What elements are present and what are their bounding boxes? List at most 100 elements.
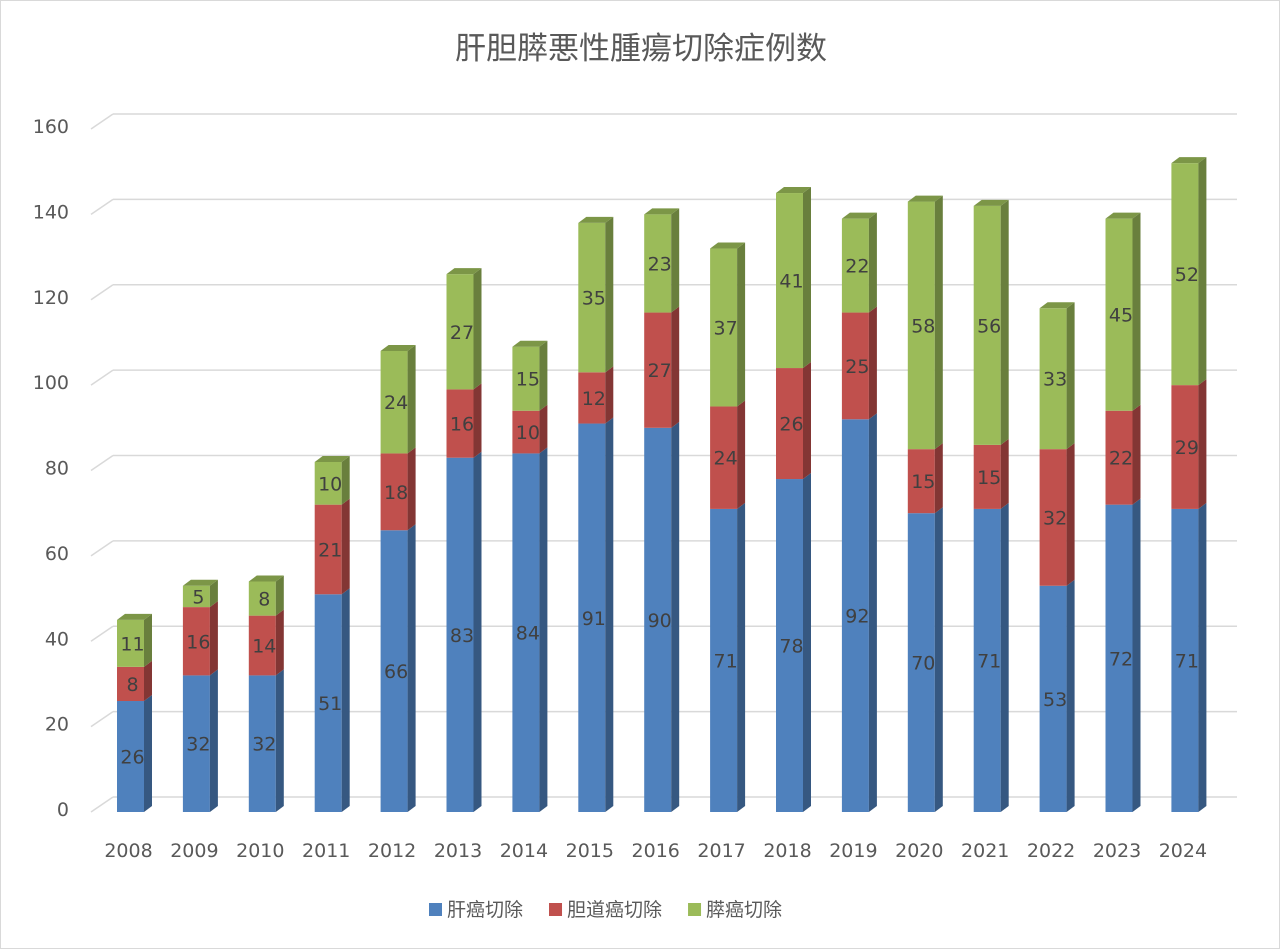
bar-side bbox=[803, 362, 811, 480]
bar-side bbox=[209, 669, 218, 812]
bar-segment bbox=[314, 594, 342, 812]
bar-side bbox=[1066, 302, 1075, 450]
bar-top bbox=[182, 579, 218, 586]
bar-top bbox=[578, 216, 614, 223]
bar-side bbox=[934, 443, 943, 514]
bar-side bbox=[737, 400, 746, 509]
bar-top bbox=[841, 212, 877, 219]
data-label: 22 bbox=[1109, 448, 1133, 470]
bar-side bbox=[275, 609, 284, 676]
bar-side bbox=[868, 306, 877, 420]
bar-segment bbox=[1105, 504, 1133, 812]
data-label: 90 bbox=[648, 610, 672, 632]
bar-top bbox=[248, 575, 284, 582]
x-tick-label: 2019 bbox=[829, 840, 877, 862]
bar-side bbox=[473, 268, 482, 390]
bar-segment bbox=[512, 453, 540, 812]
bar-segment bbox=[380, 350, 408, 454]
bar-side bbox=[1198, 379, 1207, 509]
data-label: 11 bbox=[120, 633, 144, 655]
bar-side bbox=[868, 212, 877, 313]
bar-segment bbox=[578, 423, 606, 812]
bar-segment bbox=[841, 218, 869, 313]
data-label: 16 bbox=[186, 631, 210, 653]
x-axis-ticks: 2008 2009 2010 2011 2012 2013 2014 2015 2016 2017… bbox=[104, 840, 1207, 862]
bar-segment bbox=[1171, 385, 1199, 509]
x-tick-label: 2014 bbox=[500, 840, 548, 862]
bar-side bbox=[539, 340, 548, 411]
x-tick-label: 2016 bbox=[632, 840, 680, 862]
bar-segment bbox=[380, 453, 408, 531]
bar-side bbox=[1132, 498, 1141, 812]
bar-segment bbox=[1039, 308, 1067, 450]
bar-segment bbox=[1171, 163, 1199, 386]
legend-label: 胆道癌切除 bbox=[567, 899, 662, 921]
data-label: 71 bbox=[714, 650, 738, 672]
bar-side bbox=[868, 413, 877, 812]
data-label: 71 bbox=[1175, 650, 1199, 672]
y-tick-label: 20 bbox=[45, 714, 69, 736]
bar-side bbox=[144, 660, 152, 702]
x-tick-label: 2018 bbox=[763, 840, 811, 862]
x-tick-label: 2020 bbox=[895, 840, 943, 862]
bar-segment bbox=[182, 585, 210, 608]
data-label: 5 bbox=[192, 586, 204, 608]
bar-segment bbox=[578, 372, 606, 424]
bar-side bbox=[407, 524, 416, 812]
x-tick-label: 2009 bbox=[170, 840, 218, 862]
bar-side bbox=[1066, 579, 1075, 812]
bar-segment bbox=[380, 530, 408, 812]
bar-segment bbox=[841, 419, 869, 812]
bar-side bbox=[1198, 502, 1207, 812]
grid-diagonal bbox=[90, 198, 114, 215]
bar-top bbox=[907, 195, 943, 202]
y-tick-label: 60 bbox=[45, 543, 69, 565]
grid-diagonal bbox=[90, 284, 114, 301]
data-label: 32 bbox=[186, 734, 210, 756]
bar-side bbox=[539, 447, 548, 812]
x-tick-label: 2012 bbox=[368, 840, 416, 862]
data-label: 33 bbox=[1043, 369, 1067, 391]
bar-segment bbox=[1105, 218, 1133, 411]
bar-side bbox=[605, 366, 614, 424]
data-label: 8 bbox=[126, 674, 138, 696]
bar-segment bbox=[644, 427, 672, 812]
data-label: 78 bbox=[779, 636, 803, 658]
bar-segment bbox=[907, 201, 935, 450]
y-axis-ticks: 0 20 40 60 80 100 120 140 160 bbox=[33, 116, 69, 821]
data-label: 58 bbox=[911, 315, 935, 337]
legend-label: 膵癌切除 bbox=[706, 899, 782, 921]
bar-top bbox=[776, 187, 811, 194]
x-tick-label: 2015 bbox=[566, 840, 614, 862]
data-label: 32 bbox=[252, 734, 276, 756]
bar-segment bbox=[973, 444, 1001, 509]
grid-diagonal bbox=[90, 369, 114, 386]
bar-side bbox=[737, 242, 746, 407]
data-label: 15 bbox=[977, 467, 1001, 489]
data-label: 92 bbox=[845, 606, 869, 628]
data-label: 71 bbox=[977, 650, 1001, 672]
bar-segment bbox=[776, 479, 803, 812]
bar-segment bbox=[841, 312, 869, 420]
bar-side bbox=[144, 695, 152, 812]
data-label: 66 bbox=[384, 661, 408, 683]
data-label: 24 bbox=[714, 448, 738, 470]
bar-side bbox=[605, 216, 614, 373]
y-tick-label: 80 bbox=[45, 458, 69, 480]
bar-segment bbox=[710, 406, 738, 509]
legend-swatch bbox=[429, 903, 442, 916]
bar-side bbox=[407, 447, 416, 531]
x-tick-label: 2022 bbox=[1027, 840, 1075, 862]
grid-diagonal bbox=[90, 454, 114, 472]
bar-segment bbox=[1039, 449, 1067, 586]
y-tick-label: 120 bbox=[33, 287, 69, 309]
bar-side bbox=[737, 502, 746, 812]
data-label: 10 bbox=[318, 473, 342, 495]
data-label: 52 bbox=[1175, 264, 1199, 286]
bar-side bbox=[934, 195, 943, 450]
data-label: 32 bbox=[1043, 507, 1067, 529]
bar-segment bbox=[644, 214, 672, 313]
bar-side bbox=[803, 187, 811, 369]
